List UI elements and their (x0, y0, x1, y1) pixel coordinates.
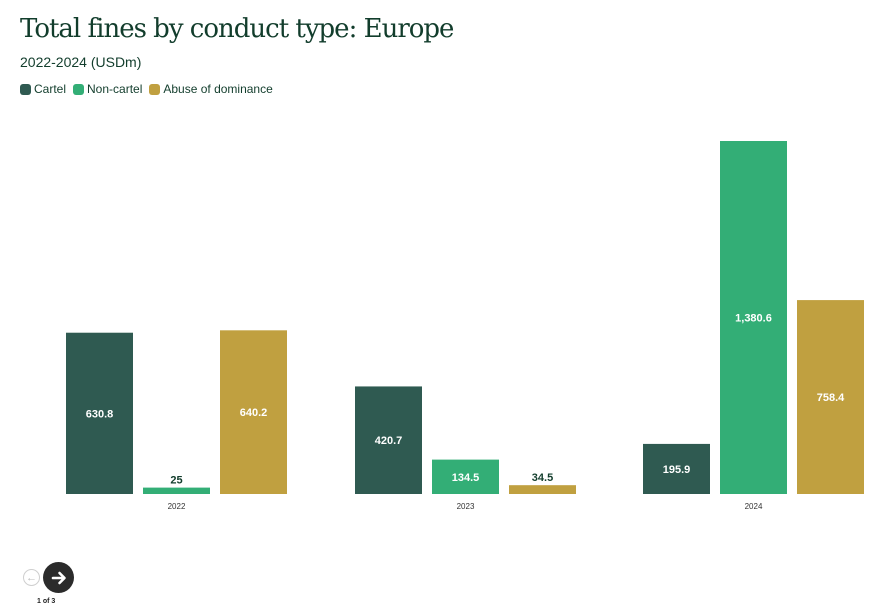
data-label-2024-cartel: 195.9 (663, 464, 691, 476)
data-label-2024-abuse-of-dominance: 758.4 (817, 392, 845, 404)
previous-button[interactable]: ← (23, 569, 40, 586)
x-tick-label-2024: 2024 (745, 502, 763, 511)
next-button[interactable] (43, 562, 74, 593)
data-label-2024-non-cartel: 1,380.6 (735, 313, 772, 325)
bar-2023-cartel (355, 386, 422, 494)
legend-item-cartel: Cartel (20, 82, 66, 96)
data-label-2023-cartel: 420.7 (375, 435, 403, 447)
legend-label-non-cartel: Non-cartel (87, 82, 143, 96)
legend-label-abuse-of-dominance: Abuse of dominance (163, 82, 273, 96)
bar-2024-abuse-of-dominance (797, 300, 864, 494)
x-tick-label-2023: 2023 (457, 502, 475, 511)
data-label-2023-non-cartel: 134.5 (452, 472, 480, 484)
legend-item-abuse-of-dominance: Abuse of dominance (149, 82, 273, 96)
bar-2024-cartel (643, 443, 710, 494)
bar-2024-non-cartel (720, 141, 787, 494)
data-label-2022-cartel: 630.8 (86, 408, 114, 420)
pagination-indicator: 1 of 3 (37, 598, 56, 605)
legend-swatch-non-cartel (73, 83, 85, 95)
bar-2022-cartel (66, 332, 133, 494)
legend-swatch-abuse-of-dominance (149, 83, 161, 95)
data-label-2022-abuse-of-dominance: 640.2 (240, 407, 268, 419)
bar-2022-non-cartel (143, 487, 210, 494)
data-label-2023-abuse-of-dominance: 34.5 (532, 472, 553, 484)
data-label-2022-non-cartel: 25 (170, 475, 182, 487)
arrow-right-icon (51, 571, 66, 584)
x-tick-label-2022: 2022 (168, 502, 186, 511)
chart-subtitle: 2022-2024 (USDm) (20, 54, 142, 70)
legend-item-non-cartel: Non-cartel (73, 82, 142, 96)
legend: Cartel Non-cartel Abuse of dominance (20, 82, 280, 96)
legend-swatch-cartel (20, 83, 31, 95)
bar-2023-abuse-of-dominance (509, 485, 576, 494)
chart-title: Total fines by conduct type: Europe (20, 14, 454, 44)
bar-2022-abuse-of-dominance (220, 330, 287, 494)
legend-label-cartel: Cartel (34, 82, 67, 96)
arrow-left-icon: ← (26, 571, 37, 584)
bar-2023-non-cartel (432, 459, 499, 494)
